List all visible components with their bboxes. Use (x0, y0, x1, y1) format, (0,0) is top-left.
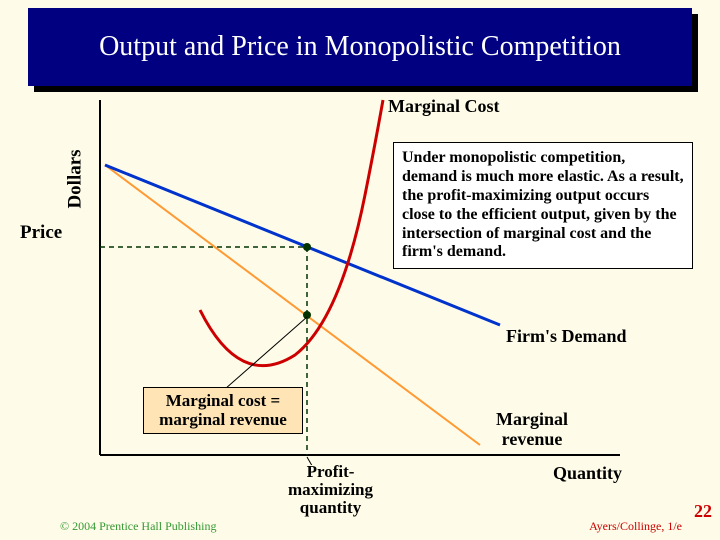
marginal-cost-label: Marginal Cost (388, 96, 500, 117)
title-text: Output and Price in Monopolistic Competi… (99, 31, 621, 63)
footer-copyright: © 2004 Prentice Hall Publishing (60, 519, 216, 534)
mc-eq-mr-callout: Marginal cost = marginal revenue (143, 387, 303, 434)
footer-attribution: Ayers/Collinge, 1/e (589, 519, 682, 534)
annotation-box: Under monopolistic competition, demand i… (393, 142, 693, 269)
profit-max-label: Profit-maximizingquantity (288, 463, 373, 517)
slide-title: Output and Price in Monopolistic Competi… (28, 8, 692, 86)
mc-mr-dot (303, 311, 311, 319)
price-dot (303, 243, 311, 251)
slide-number: 22 (694, 501, 712, 522)
price-label: Price (20, 222, 62, 244)
demand-label: Firm's Demand (506, 326, 627, 347)
callout-line-mcmr (225, 317, 307, 389)
y-axis-label: Dollars (65, 149, 87, 208)
marginal-cost-curve (200, 100, 383, 366)
x-axis-label: Quantity (553, 463, 622, 484)
slide-title-box: Output and Price in Monopolistic Competi… (28, 8, 692, 86)
marginal-revenue-label: Marginalrevenue (496, 410, 568, 450)
